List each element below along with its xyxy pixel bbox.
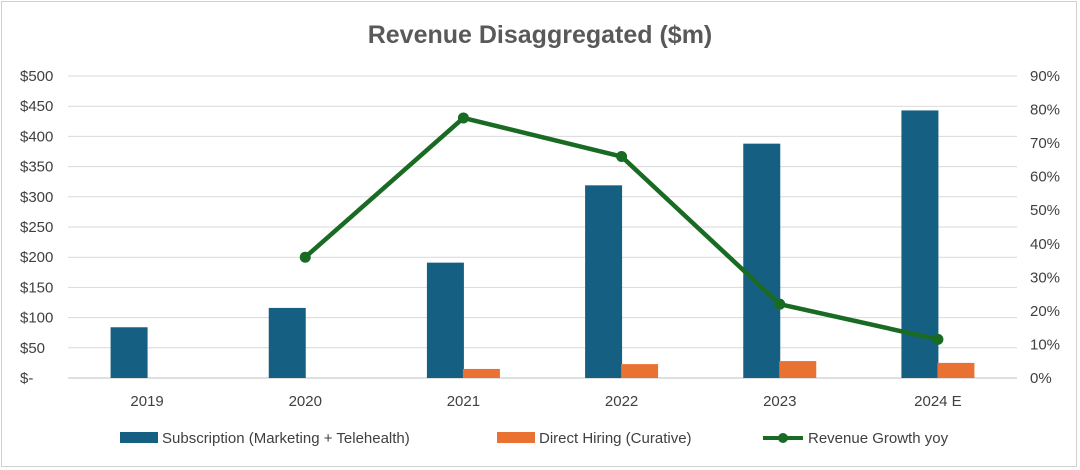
growth-point xyxy=(932,333,944,345)
legend-swatch xyxy=(120,432,158,443)
legend-label: Direct Hiring (Curative) xyxy=(539,430,692,447)
right-tick-label: 20% xyxy=(1030,303,1060,320)
growth-point xyxy=(774,298,786,310)
right-tick-label: 90% xyxy=(1030,68,1060,85)
bar xyxy=(937,362,975,378)
x-axis: 2019 2020 2021 2022 2023 2024 E xyxy=(130,393,961,410)
growth-point xyxy=(616,151,628,163)
legend: Subscription (Marketing + Telehealth) Dir… xyxy=(120,430,949,447)
left-tick-label: $150 xyxy=(20,279,53,296)
left-tick-label: $300 xyxy=(20,189,53,206)
right-tick-label: 40% xyxy=(1030,236,1060,253)
x-tick-label: 2024 E xyxy=(914,393,962,410)
x-tick-label: 2020 xyxy=(289,393,322,410)
left-tick-label: $250 xyxy=(20,219,53,236)
legend-label: Subscription (Marketing + Telehealth) xyxy=(162,430,410,447)
right-tick-label: 10% xyxy=(1030,336,1060,353)
left-tick-label: $400 xyxy=(20,128,53,145)
left-tick-label: $450 xyxy=(20,98,53,115)
right-tick-label: 0% xyxy=(1030,370,1052,387)
line-series xyxy=(299,112,944,345)
bar xyxy=(426,262,464,378)
right-tick-label: 70% xyxy=(1030,135,1060,152)
growth-point xyxy=(299,251,311,263)
right-tick-label: 80% xyxy=(1030,102,1060,119)
left-tick-label: $500 xyxy=(20,68,53,85)
left-tick-label: $- xyxy=(20,370,33,387)
bar xyxy=(268,307,306,378)
bar-series xyxy=(110,110,975,378)
x-tick-label: 2021 xyxy=(447,393,480,410)
legend-marker xyxy=(778,433,788,443)
x-tick-label: 2023 xyxy=(763,393,796,410)
left-tick-label: $350 xyxy=(20,159,53,176)
right-tick-label: 50% xyxy=(1030,202,1060,219)
bar xyxy=(621,364,659,378)
right-tick-label: 30% xyxy=(1030,269,1060,286)
legend-label: Revenue Growth yoy xyxy=(808,430,949,447)
right-tick-label: 60% xyxy=(1030,169,1060,186)
left-tick-label: $100 xyxy=(20,310,53,327)
left-axis: $- $50 $100 $150 $200 $250 $300 $350 $400 $450 $50… xyxy=(20,68,53,387)
x-tick-label: 2022 xyxy=(605,393,638,410)
left-tick-label: $200 xyxy=(20,249,53,266)
bar xyxy=(110,327,148,378)
legend-swatch xyxy=(497,432,535,443)
left-tick-label: $50 xyxy=(20,340,45,357)
bar xyxy=(462,368,500,378)
bar xyxy=(743,143,781,378)
bar xyxy=(779,361,817,378)
x-tick-label: 2019 xyxy=(130,393,163,410)
growth-point xyxy=(457,112,469,124)
right-axis: 0% 10% 20% 30% 40% 50% 60% 70% 80% 90% xyxy=(1030,68,1060,387)
chart-title: Revenue Disaggregated ($m) xyxy=(368,21,713,49)
gridlines xyxy=(68,75,1017,379)
bar xyxy=(585,185,623,378)
